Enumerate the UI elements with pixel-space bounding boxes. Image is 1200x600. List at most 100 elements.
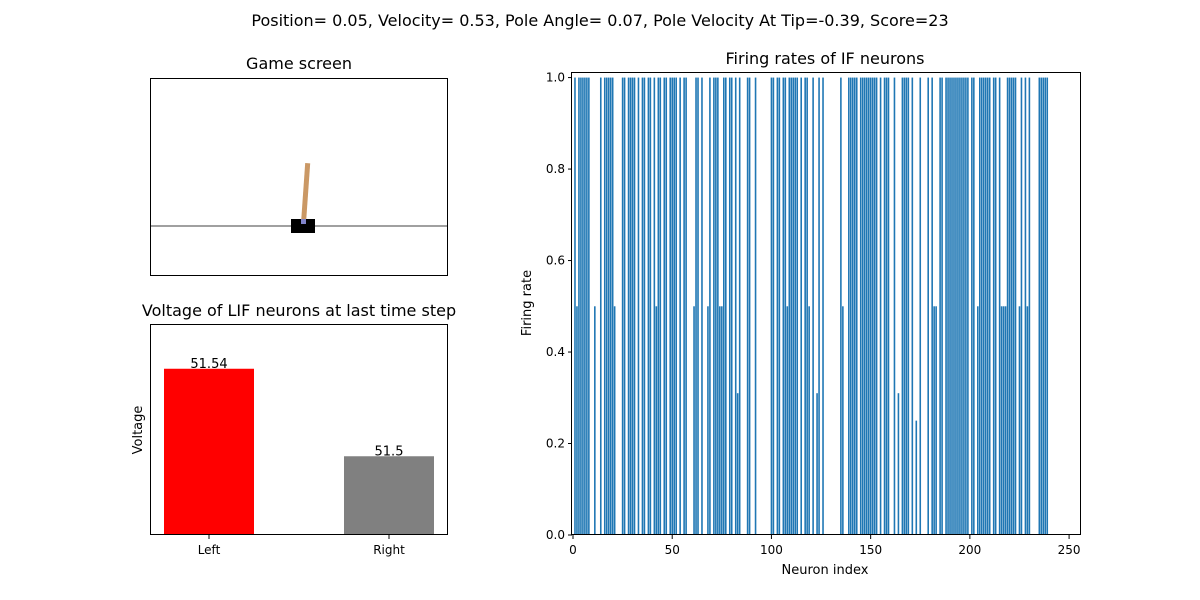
firing-rate-bar [599,77,602,535]
y-tick-label: 0.8 [546,162,565,176]
firing-rate-bar [998,77,1001,535]
firing-rate-bar [961,77,963,535]
bar-value-label-right: 51.5 [375,444,404,459]
firing-rate-bar [721,306,723,535]
firing-rate-bar [842,306,844,535]
firing-rate-bar [855,77,858,535]
firing-rate-bar [669,77,672,535]
firing-rate-bar [725,77,727,535]
firing-rate-bar [641,77,644,535]
firing-rate-bar [879,77,882,535]
firing-rate-bar [927,77,929,535]
firing-rate-bar [1012,77,1015,535]
firing-rate-bar [1008,77,1011,535]
firing-rate-x-axis-label: Neuron index [782,563,869,578]
firing-rate-bar [631,77,634,535]
firing-rate-bar [603,77,606,535]
firing-rate-bar [869,77,872,535]
firing-rate-bar [1024,77,1027,535]
firing-rate-bar [1044,77,1047,535]
firing-rate-bar [673,77,675,535]
figure-suptitle: Position= 0.05, Velocity= 0.53, Pole Ang… [251,11,948,30]
x-tick-label: 250 [1058,543,1081,557]
firing-rate-bar [588,77,590,535]
firing-rate-bar [859,77,862,535]
firing-rate-bar [901,77,904,535]
firing-rate-bar [730,77,733,535]
game-screen-title: Game screen [246,54,352,73]
firing-rate-bar [701,77,703,535]
firing-rate-bar [1042,77,1045,535]
firing-rate-bar [915,420,918,535]
firing-rate-bar [945,77,947,535]
y-tick-label: 0.6 [546,254,565,268]
firing-rate-bar [959,77,961,535]
firing-rate-bar [653,77,656,535]
firing-rate-bar [861,77,864,535]
firing-rate-bar [713,77,715,535]
y-tick-label: 1.0 [546,71,565,85]
bar-value-label-left: 51.54 [190,357,227,372]
firing-rate-bar [951,77,953,535]
firing-rate-frame [571,72,1081,535]
firing-rate-bar [738,77,741,535]
firing-rate-bar [693,306,695,535]
firing-rate-bar [919,77,922,535]
x-tick-label: 150 [859,543,882,557]
firing-rate-bar [963,77,965,535]
firing-rate-bar [605,77,608,535]
firing-rate-bar [867,77,870,535]
firing-rate-bar [903,77,906,535]
firing-rate-bar [623,77,626,535]
firing-rate-bar [973,77,975,535]
firing-rate-bar [941,77,943,535]
voltage-chart-frame [150,324,448,535]
firing-rate-bar [574,77,576,535]
x-tick-label-left: Left [198,543,221,557]
firing-rate-bar [818,77,820,535]
firing-rate-bar [657,77,660,535]
y-tick-label: 0.4 [546,345,565,359]
firing-rate-bar [1046,77,1049,535]
firing-rate-bar [887,77,890,535]
firing-rate-bar [979,77,981,535]
firing-rate-bar [679,77,681,535]
firing-rate-bar [994,77,997,535]
firing-rate-bar [905,77,908,535]
firing-rate-bar [794,77,797,535]
firing-rate-bar [782,77,785,535]
voltage-bar-right [344,456,434,535]
firing-rate-bar [971,77,973,535]
firing-rate-bar [643,77,646,535]
firing-rate-bar [933,306,935,535]
x-tick-label: 200 [958,543,981,557]
firing-rate-bar [1000,306,1003,535]
firing-rate-bar [947,77,949,535]
voltage-bar-left [164,368,254,535]
firing-rate-bar [576,306,578,535]
firing-rate-bar [580,77,582,535]
firing-rate-bar [734,77,737,535]
y-tick-label: 0.2 [546,437,565,451]
cart-axle [301,219,306,224]
firing-rate-bar [955,77,957,535]
firing-rate-bar [1040,77,1043,535]
firing-rate-bar [953,77,955,535]
firing-rate-bar [1020,77,1023,535]
firing-rate-bar [685,77,687,535]
firing-rate-bar [992,77,995,535]
firing-rate-bar [629,77,632,535]
firing-rate-bar [1026,306,1029,535]
firing-rate-bar [812,77,814,535]
firing-rate-bar [665,77,668,535]
cart [291,219,315,233]
firing-rate-bar [584,77,586,535]
firing-rate-bar [988,77,991,535]
firing-rate-bar [715,77,717,535]
firing-rate-bar [717,77,719,535]
firing-rate-bar [865,77,868,535]
firing-rate-bar [911,77,914,535]
voltage-chart-title: Voltage of LIF neurons at last time step [142,301,456,320]
firing-rate-bar [675,77,677,535]
firing-rate-bar [695,77,697,535]
